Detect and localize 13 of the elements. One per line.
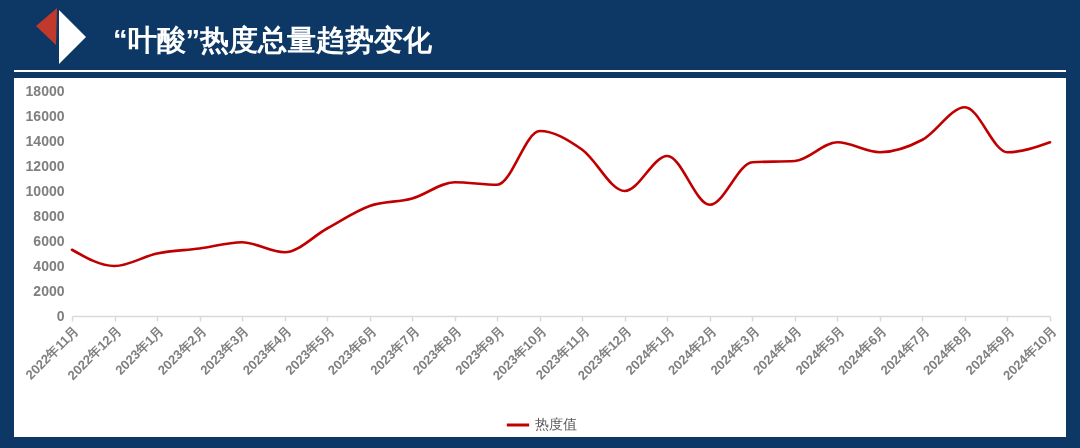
chart-title: “叶酸”热度总量趋势变化 xyxy=(113,23,432,58)
y-tick-label: 6000 xyxy=(33,232,65,249)
y-tick-label: 12000 xyxy=(25,157,65,174)
y-tick-label: 0 xyxy=(56,307,65,324)
y-tick-label: 14000 xyxy=(25,132,65,149)
y-tick-label: 2000 xyxy=(33,282,65,299)
y-tick-label: 18000 xyxy=(25,82,65,99)
y-tick-label: 4000 xyxy=(33,257,65,274)
y-tick-label: 16000 xyxy=(25,107,65,124)
line-series xyxy=(70,105,1052,268)
legend-label: 热度值 xyxy=(535,416,577,432)
y-tick-label: 8000 xyxy=(33,207,65,224)
y-tick-label: 10000 xyxy=(25,182,65,199)
